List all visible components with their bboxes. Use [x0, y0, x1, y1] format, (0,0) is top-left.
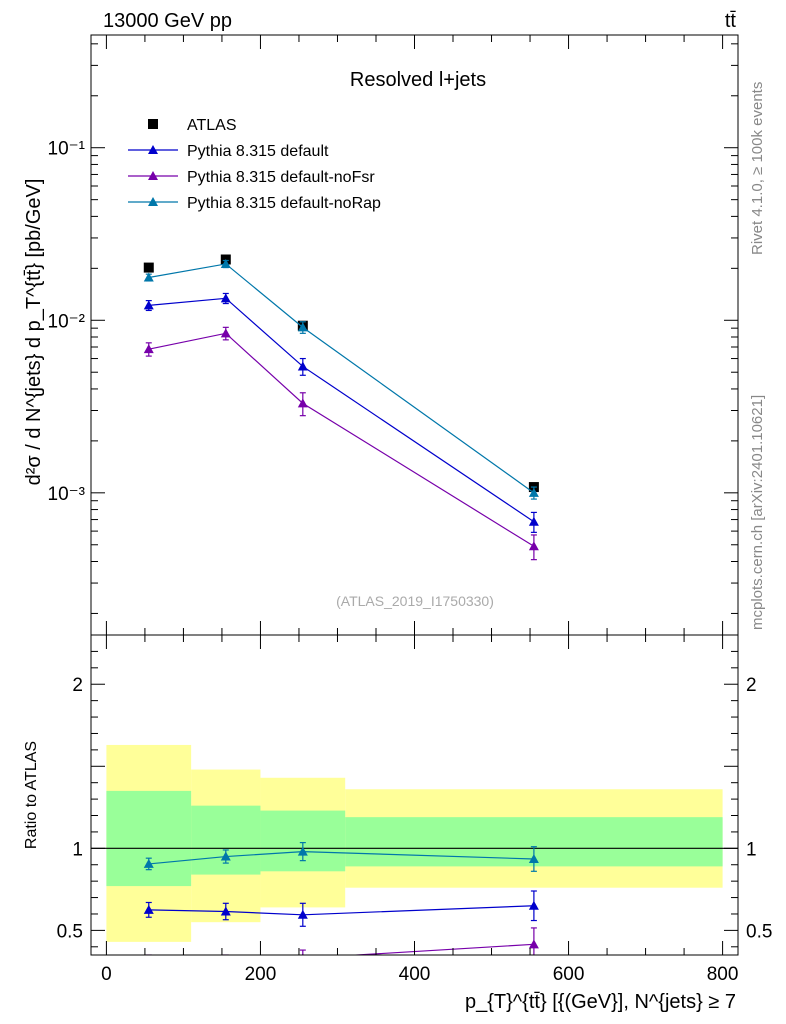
ratio-series-1-point-1	[225, 954, 226, 955]
series-2-point-2	[297, 398, 308, 408]
legend: ATLAS Pythia 8.315 default Pythia 8.315 de…	[128, 117, 381, 212]
legend-marker-0	[148, 119, 158, 129]
ratio-series-1-line	[347, 943, 534, 955]
series-3-line	[148, 263, 535, 494]
ratio-series-2-point-2	[297, 846, 308, 856]
legend-marker-2	[148, 171, 158, 180]
main-panel: 10⁻¹ 10⁻² 10⁻³ Resolved l+jets (ATLAS_2019…	[23, 34, 739, 636]
series-1-line	[148, 297, 535, 523]
series-2-point-3	[528, 541, 539, 551]
ratio-ytick-label-left-2: 0.5	[57, 921, 83, 942]
band-green-0	[106, 790, 192, 887]
series-3-point-1	[220, 258, 231, 268]
legend-label-3: Pythia 8.315 default-noRap	[187, 195, 381, 212]
band-green-1	[191, 805, 261, 875]
ratio-panel: 2 2 1 1 0.5 0.5 0 200 400 600 800 Ratio to ATLAS p…	[23, 634, 772, 1013]
series-0	[143, 254, 539, 493]
main-ytick-label-0: 10⁻¹	[48, 139, 86, 160]
ratio-series-1-errbar-2	[299, 949, 306, 955]
ratio-ytick-label-left-1: 1	[72, 839, 83, 860]
ratio-series-2	[143, 841, 539, 872]
ratio-series-2-line	[148, 851, 534, 865]
series-2-line	[148, 332, 535, 547]
ratio-ylabel: Ratio to ATLAS	[23, 741, 40, 849]
ratio-xtick-label-0: 0	[101, 964, 112, 985]
series-1	[143, 292, 539, 533]
ratio-series-2-point-1	[220, 851, 231, 861]
main-ylabel: d²σ / d N^{jets} d p_T^{tt̄} [pb/GeV]	[23, 179, 45, 486]
mcplots-label: mcplots.cern.ch [arXiv:2401.10621]	[749, 395, 766, 630]
ratio-xtick-label-2: 400	[399, 964, 431, 985]
series-2-point-0	[143, 344, 154, 354]
series-3-point-3	[528, 487, 539, 497]
band-green-2	[260, 810, 346, 872]
series-3	[143, 258, 539, 500]
series-2	[143, 326, 539, 561]
ratio-series-0-point-1	[220, 906, 231, 916]
series-1-point-1	[220, 293, 231, 303]
legend-label-2: Pythia 8.315 default-noFsr	[187, 169, 375, 186]
chart-title: Resolved l+jets	[350, 69, 486, 91]
legend-marker-3	[148, 197, 158, 206]
ratio-series-1-errbar-0	[145, 954, 152, 955]
series-1-point-0	[143, 300, 154, 310]
header-right: tt̄	[725, 10, 737, 32]
ratio-series-1	[145, 927, 539, 955]
ratio-series-0	[143, 890, 539, 927]
ratio-series-0-point-0	[143, 904, 154, 914]
header-left: 13000 GeV pp	[103, 10, 232, 32]
ratio-ytick-label-right-2: 0.5	[746, 921, 772, 942]
ratio-xtick-label-3: 600	[553, 964, 585, 985]
rivet-label: Rivet 4.1.0, ≥ 100k events	[749, 82, 766, 255]
ratio-xlabel: p_{T}^{tt̄} [{(GeV}], N^{jets} ≥ 7	[465, 991, 736, 1013]
ratio-series-1-point-0	[148, 954, 149, 955]
series-3-point-2	[297, 322, 308, 332]
ratio-series-0-line	[148, 905, 534, 916]
legend-label-1: Pythia 8.315 default	[187, 143, 329, 160]
series-0-point-0	[143, 262, 154, 273]
ratio-series-0-point-3	[528, 900, 539, 910]
ratio-series-2-point-3	[528, 854, 539, 863]
legend-marker-1	[148, 145, 158, 154]
ratio-xtick-label-4: 800	[707, 964, 739, 985]
ratio-xtick-label-1: 200	[245, 964, 277, 985]
series-1-point-2	[297, 361, 308, 371]
series-3-point-0	[143, 272, 154, 282]
series-1-point-3	[528, 516, 539, 526]
series-2-point-1	[220, 328, 231, 338]
ratio-ytick-label-left-0: 2	[72, 675, 83, 696]
ratio-ytick-label-right-1: 1	[746, 839, 757, 860]
ratio-series-2-point-0	[143, 858, 154, 868]
ratio-series-0-point-2	[297, 909, 308, 919]
ratio-series-1-point-3	[528, 939, 539, 949]
main-ytick-label-2: 10⁻³	[48, 484, 86, 505]
legend-label-0: ATLAS	[187, 117, 237, 134]
ratio-ytick-label-right-0: 2	[746, 675, 757, 696]
ratio-series-1-errbar-1	[222, 954, 229, 955]
main-ytick-label-1: 10⁻²	[48, 311, 86, 332]
watermark: (ATLAS_2019_I1750330)	[336, 593, 494, 609]
